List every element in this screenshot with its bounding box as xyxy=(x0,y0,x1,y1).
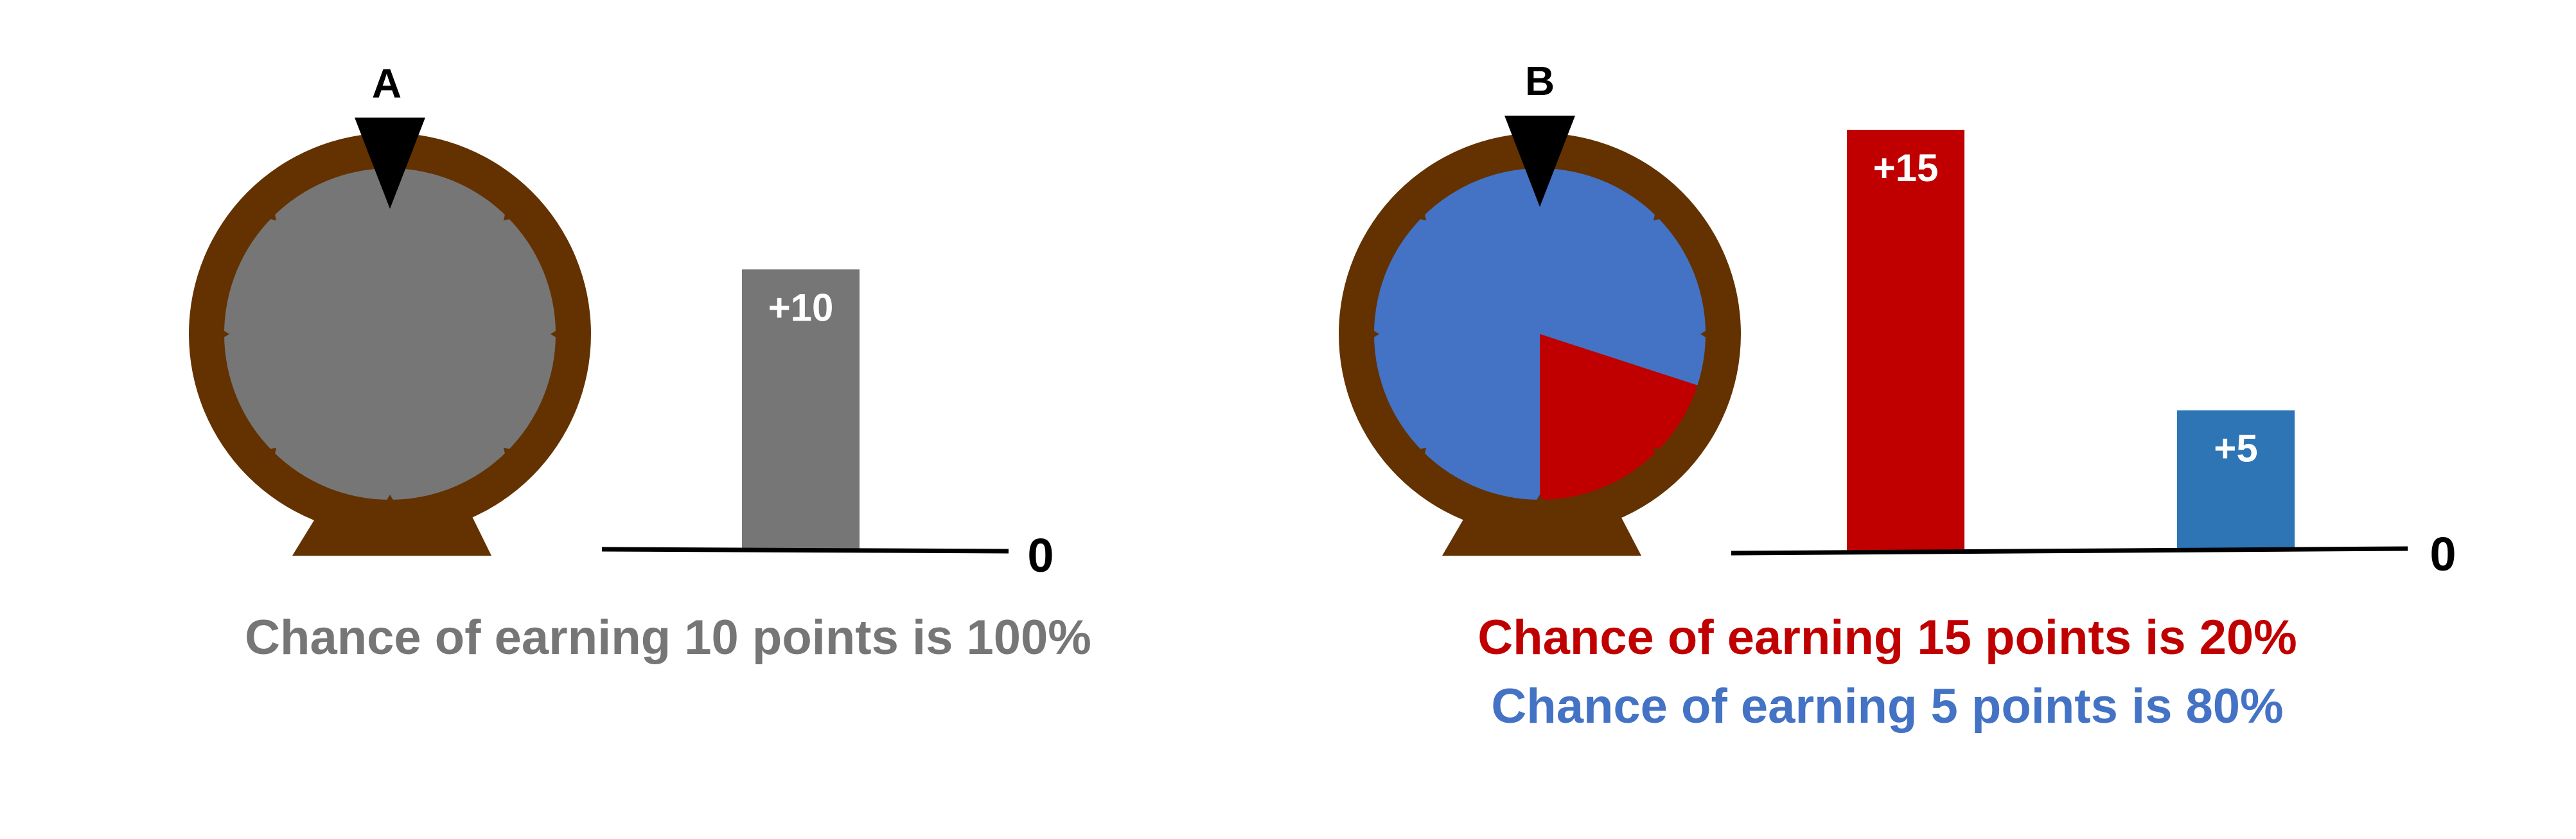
wheel-a-pointer-icon xyxy=(355,118,425,209)
wheel-b-peg xyxy=(1653,447,1667,461)
wheel-b-slice-0 xyxy=(1373,168,1706,500)
wheel-a-peg xyxy=(263,447,277,461)
wheel-a-face xyxy=(224,168,556,500)
wheel-a-peg xyxy=(383,495,397,506)
bar-chart-b-bar-label-0: +15 xyxy=(1873,146,1939,190)
wheel-a-peg xyxy=(218,327,229,341)
wheel-b-peg xyxy=(1533,495,1547,506)
bar-chart-b-baseline xyxy=(1731,546,2408,556)
wheel-b-peg xyxy=(1700,327,1712,341)
wheel-b-pointer-icon xyxy=(1504,116,1575,207)
wheel-a-peg xyxy=(503,447,517,461)
wheel-a-peg xyxy=(503,207,517,221)
option-b-caption-low: Chance of earning 5 points is 80% xyxy=(1491,679,2283,734)
wheel-b-peg xyxy=(1368,327,1379,341)
wheel-b-face xyxy=(1373,168,1706,500)
bar-chart-b-bar-0 xyxy=(1847,130,1964,551)
option-b-group: B +15 +5 0 Chance of earning 15 points is… xyxy=(1339,58,2457,734)
option-b-caption-high: Chance of earning 15 points is 20% xyxy=(1478,610,2297,665)
option-a-caption: Chance of earning 10 points is 100% xyxy=(245,610,1091,665)
bar-chart-a-bar-label-0: +10 xyxy=(768,286,834,329)
bar-chart-b-zero-label: 0 xyxy=(2430,527,2456,581)
wheel-b-peg xyxy=(1413,447,1427,461)
bar-chart-a-baseline xyxy=(601,547,1009,554)
bar-chart-a: +10 xyxy=(742,269,860,550)
option-b-label: B xyxy=(1525,58,1555,104)
option-a-label: A xyxy=(372,60,401,107)
wheel-b-peg xyxy=(1653,207,1667,221)
wheel-b-peg xyxy=(1413,207,1427,221)
wheel-b-slice-1 xyxy=(1540,334,1698,500)
bar-chart-b-bar-label-1: +5 xyxy=(2214,427,2257,470)
wheel-a-peg xyxy=(263,207,277,221)
bar-chart-a-bar-0 xyxy=(742,269,860,550)
bar-chart-b: +15 +5 xyxy=(1847,130,2295,551)
wheel-a-slice xyxy=(224,168,556,500)
option-a-group: A +10 0 Chance of earning 10 points is 1… xyxy=(189,60,1091,665)
bar-chart-b-bar-1 xyxy=(2177,410,2295,551)
bar-chart-a-zero-label: 0 xyxy=(1027,529,1054,582)
wheel-a-peg xyxy=(551,327,562,341)
